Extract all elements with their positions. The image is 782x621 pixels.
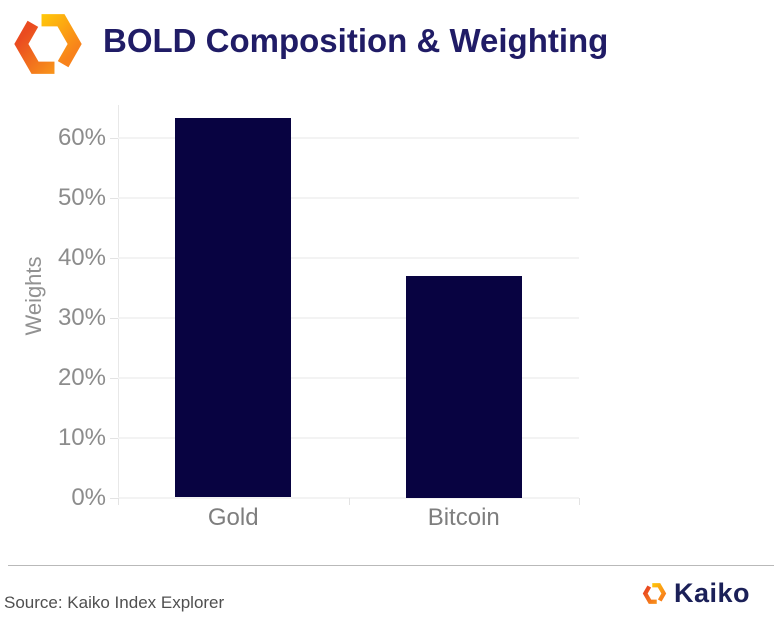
footer-brand: Kaiko <box>642 578 750 609</box>
footer-divider <box>8 565 774 566</box>
y-axis-tickmark <box>110 257 118 259</box>
chart-title: BOLD Composition & Weighting <box>103 22 609 59</box>
x-axis-label-bitcoin: Bitcoin <box>427 504 500 531</box>
y-axis-tickmark <box>110 197 118 199</box>
kaiko-logo-icon-small <box>642 583 667 604</box>
y-axis-tick-label: 0% <box>71 483 106 511</box>
y-axis-tick-label: 30% <box>57 303 106 331</box>
y-axis-tickmark <box>110 317 118 319</box>
y-axis-tickmark <box>110 437 118 439</box>
y-axis-line <box>118 105 119 504</box>
gridline <box>118 316 579 319</box>
gridline <box>118 376 579 379</box>
x-axis-tickmark <box>579 497 580 505</box>
kaiko-wordmark: Kaiko <box>674 578 751 608</box>
y-axis-tickmark <box>110 497 118 499</box>
bar-gold <box>175 117 292 498</box>
gridline <box>118 136 579 139</box>
y-axis-tickmark <box>110 377 118 379</box>
gridline <box>118 436 579 439</box>
gridline <box>118 196 579 199</box>
y-axis-tick-label: 40% <box>57 243 106 271</box>
source-attribution: Source: Kaiko Index Explorer <box>4 593 225 612</box>
kaiko-logo-icon <box>14 14 82 74</box>
gridline <box>118 256 579 259</box>
y-axis-tick-label: 20% <box>57 363 106 391</box>
y-axis-tick-label: 10% <box>57 423 106 451</box>
x-axis-label-gold: Gold <box>207 504 259 531</box>
y-axis-tick-label: 60% <box>57 123 106 151</box>
x-axis-tickmark <box>348 497 350 505</box>
bar-bitcoin <box>405 275 522 498</box>
y-axis-tickmark <box>110 137 118 139</box>
x-axis-tickmark <box>118 497 119 505</box>
y-axis-tick-label: 50% <box>57 183 106 211</box>
